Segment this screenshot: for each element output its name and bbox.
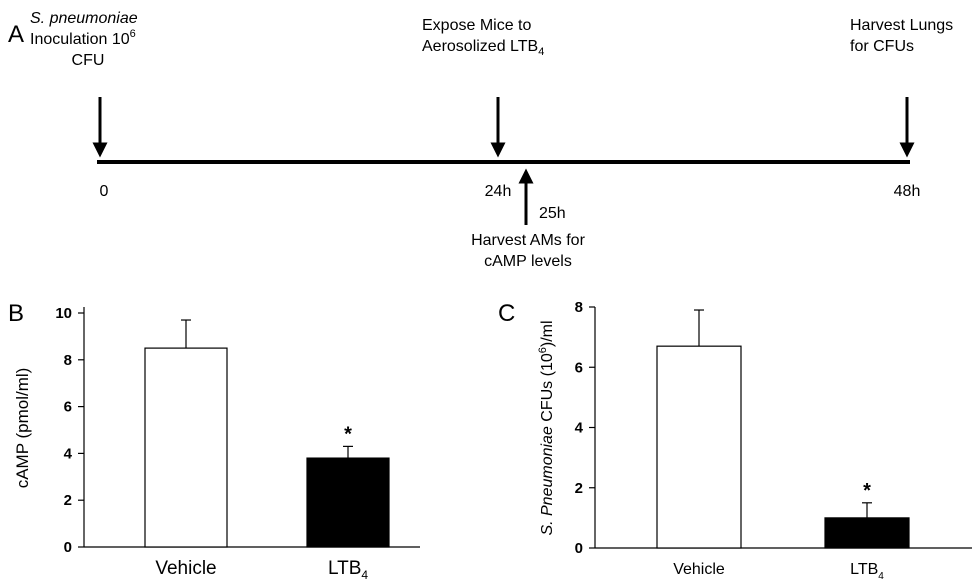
panel-c-y-axis-label-italic: S. Pneumoniae [539,426,556,536]
panel-c-y-axis-label-rest: CFUs (10 [539,353,556,426]
harvest-am-line1: Harvest AMs for [471,232,585,249]
panel-c-y-tick-label: 8 [575,299,583,316]
step1-organism: S. pneumoniae [30,10,138,27]
step1-unit: CFU [72,52,105,69]
panel-b-y-tick-label: 8 [64,352,72,369]
panel-c-ticks: 0 2 4 6 8 [575,299,595,557]
panel-b-category-label-subscript: 4 [361,568,368,579]
panel-b-category-label-text: Vehicle [155,558,216,579]
panel-c-category-label: LTB4 [850,561,884,579]
panel-b-significance-star: * [344,423,352,445]
timeline-label-24h: 24h [485,183,512,200]
panel-b-y-tick-label: 6 [64,399,72,416]
panel-c-category-label: Vehicle [673,561,725,578]
step1-inoculation-text: Inoculation 10 [30,31,130,48]
panel-c-y-axis-label-end: )/ml [539,320,556,347]
step2-aerosol-text: Aerosolized LTB [422,38,538,55]
panel-c-bar [657,346,741,548]
panel-b-y-tick-label: 0 [64,539,72,556]
panel-b-y-axis-label: cAMP (pmol/ml) [13,368,32,489]
step1-inoculation-exponent: 6 [130,28,136,40]
panel-b-bar [145,348,227,547]
step3-harvest-lungs: Harvest Lungs [850,17,953,34]
panel-b-categories: Vehicle LTB4 [155,558,368,579]
panel-b-ticks: 0 2 4 6 8 10 [55,305,84,556]
panel-b-bars: * [145,320,389,547]
panel-a-label: A [8,21,24,48]
step3-for-cfus: for CFUs [850,38,914,55]
panel-c-category-label-text: Vehicle [673,561,725,578]
timeline-label-25h: 25h [539,205,566,222]
panel-c-categories: Vehicle LTB4 [673,561,884,579]
panel-c-chart: C S. Pneumoniae CFUs (106)/ml 0 2 4 6 8 * Ve… [498,299,972,579]
step2-aerosol-subscript: 4 [538,46,544,58]
panel-c-y-tick-label: 6 [575,359,583,376]
timeline-label-0: 0 [100,183,109,200]
panel-c-y-tick-label: 4 [575,420,584,437]
panel-c-y-axis-label: S. Pneumoniae CFUs (106)/ml [537,320,556,535]
step2-expose: Expose Mice to [422,17,531,34]
panel-b-category-label: LTB4 [328,558,368,579]
harvest-am-line2: cAMP levels [484,253,572,270]
panel-b-category-label-text: LTB [328,558,361,579]
panel-c-y-tick-label: 2 [575,480,583,497]
panel-c-bar [825,518,909,548]
timeline-label-48h: 48h [894,183,921,200]
panel-a-timeline: A S. pneumoniae Inoculation 106 CFU Expo… [8,10,953,270]
panel-c-label: C [498,300,515,327]
panel-b-y-tick-label: 2 [64,492,72,509]
panel-c-bars: * [657,310,909,548]
step1-inoculation: Inoculation 106 [30,28,136,48]
panel-c-y-tick-label: 0 [575,540,583,557]
panel-c-category-label-subscript: 4 [878,571,884,579]
panel-c-category-label-text: LTB [850,561,878,578]
panel-b-y-tick-label: 10 [55,305,72,322]
step2-aerosol: Aerosolized LTB4 [422,38,544,58]
panel-b-category-label: Vehicle [155,558,216,579]
panel-b-label: B [8,300,24,327]
panel-b-bar [307,458,389,547]
panel-c-significance-star: * [863,480,871,502]
panel-b-y-tick-label: 4 [64,445,73,462]
